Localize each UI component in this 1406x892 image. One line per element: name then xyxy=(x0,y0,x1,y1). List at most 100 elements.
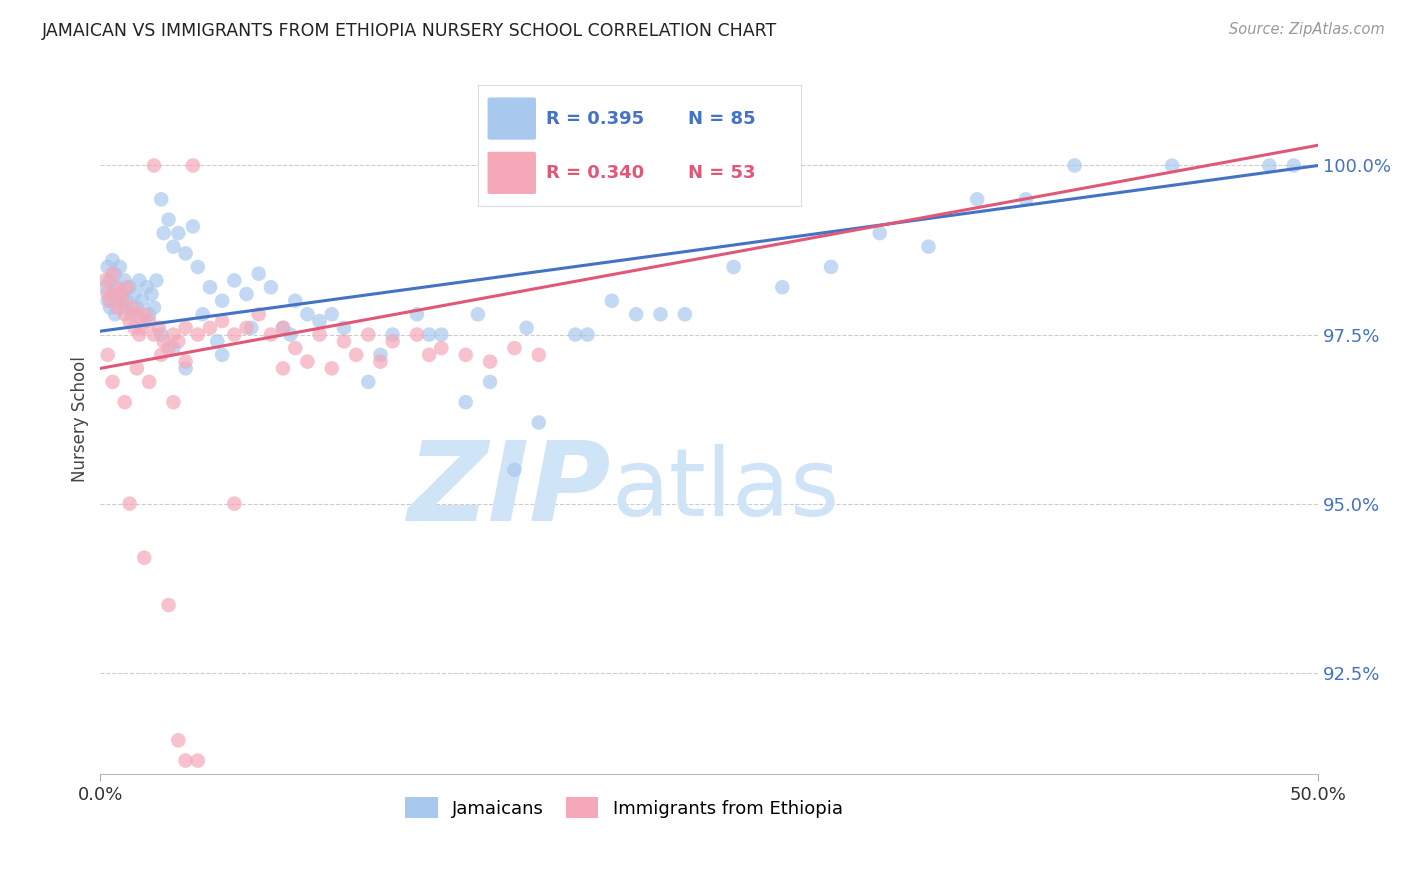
Point xyxy=(101,267,124,281)
Point xyxy=(240,320,263,334)
Point xyxy=(114,273,136,287)
Point xyxy=(869,226,891,240)
Point xyxy=(121,301,143,315)
Point xyxy=(467,307,489,321)
Point xyxy=(142,301,165,315)
Point xyxy=(297,354,319,368)
Point xyxy=(454,348,477,362)
Point xyxy=(418,327,440,342)
Point xyxy=(333,334,356,349)
Point xyxy=(167,334,190,349)
Point xyxy=(174,354,197,368)
Point xyxy=(321,307,343,321)
Point xyxy=(97,260,120,274)
Point xyxy=(576,327,599,342)
Point xyxy=(224,273,246,287)
Y-axis label: Nursery School: Nursery School xyxy=(72,356,89,482)
Point xyxy=(564,327,586,342)
Point xyxy=(187,260,209,274)
Point xyxy=(152,226,174,240)
Point xyxy=(297,307,319,321)
Point xyxy=(118,497,141,511)
Point xyxy=(406,327,429,342)
Point xyxy=(150,348,173,362)
Point xyxy=(1161,159,1184,173)
Point xyxy=(111,293,134,308)
Point xyxy=(101,375,124,389)
Point xyxy=(167,226,190,240)
Point xyxy=(187,327,209,342)
Point xyxy=(104,267,127,281)
Point xyxy=(181,159,204,173)
Point xyxy=(101,253,124,268)
Point xyxy=(104,280,127,294)
Point xyxy=(181,219,204,234)
Point xyxy=(260,280,283,294)
Point xyxy=(600,293,623,308)
Point xyxy=(94,280,117,294)
Point xyxy=(284,293,307,308)
Point xyxy=(503,341,526,355)
Point xyxy=(105,301,128,315)
Point xyxy=(406,307,429,321)
Point xyxy=(271,320,294,334)
Point xyxy=(94,273,117,287)
Point xyxy=(131,293,153,308)
Point xyxy=(114,307,136,321)
Point xyxy=(770,280,793,294)
Point xyxy=(370,348,392,362)
Point xyxy=(174,361,197,376)
Point xyxy=(98,301,121,315)
Point xyxy=(135,280,157,294)
Point xyxy=(624,307,647,321)
Point xyxy=(162,240,184,254)
Point xyxy=(198,280,221,294)
Point xyxy=(187,754,209,768)
Point xyxy=(191,307,214,321)
Point xyxy=(381,327,404,342)
Point xyxy=(673,307,696,321)
Point xyxy=(148,320,170,334)
Point xyxy=(108,260,131,274)
Point xyxy=(284,341,307,355)
Point xyxy=(134,550,156,565)
Point xyxy=(207,334,229,349)
Legend: Jamaicans, Immigrants from Ethiopia: Jamaicans, Immigrants from Ethiopia xyxy=(398,790,851,825)
Point xyxy=(141,287,163,301)
Point xyxy=(344,348,367,362)
Point xyxy=(357,375,380,389)
Point xyxy=(111,287,134,301)
Text: Source: ZipAtlas.com: Source: ZipAtlas.com xyxy=(1229,22,1385,37)
Point xyxy=(321,361,343,376)
Point xyxy=(162,395,184,409)
Point xyxy=(430,341,453,355)
Point xyxy=(167,733,190,747)
Point xyxy=(174,246,197,260)
Point xyxy=(162,341,184,355)
Text: atlas: atlas xyxy=(612,444,839,536)
Point xyxy=(723,260,745,274)
Point xyxy=(152,334,174,349)
Point xyxy=(381,334,404,349)
Point xyxy=(174,320,197,334)
Point xyxy=(128,327,150,342)
Point xyxy=(145,273,167,287)
Point xyxy=(247,307,270,321)
Point xyxy=(121,307,143,321)
Point xyxy=(157,598,180,612)
Point xyxy=(198,320,221,334)
Point xyxy=(125,301,148,315)
Point xyxy=(105,280,128,294)
Point xyxy=(162,327,184,342)
Point xyxy=(97,287,120,301)
Point xyxy=(527,348,550,362)
Point xyxy=(125,307,148,321)
Point xyxy=(308,314,330,328)
Point xyxy=(370,354,392,368)
Point xyxy=(115,293,138,308)
Point xyxy=(118,314,141,328)
Point xyxy=(357,327,380,342)
Point xyxy=(108,287,131,301)
Point xyxy=(271,320,294,334)
Point xyxy=(479,354,502,368)
